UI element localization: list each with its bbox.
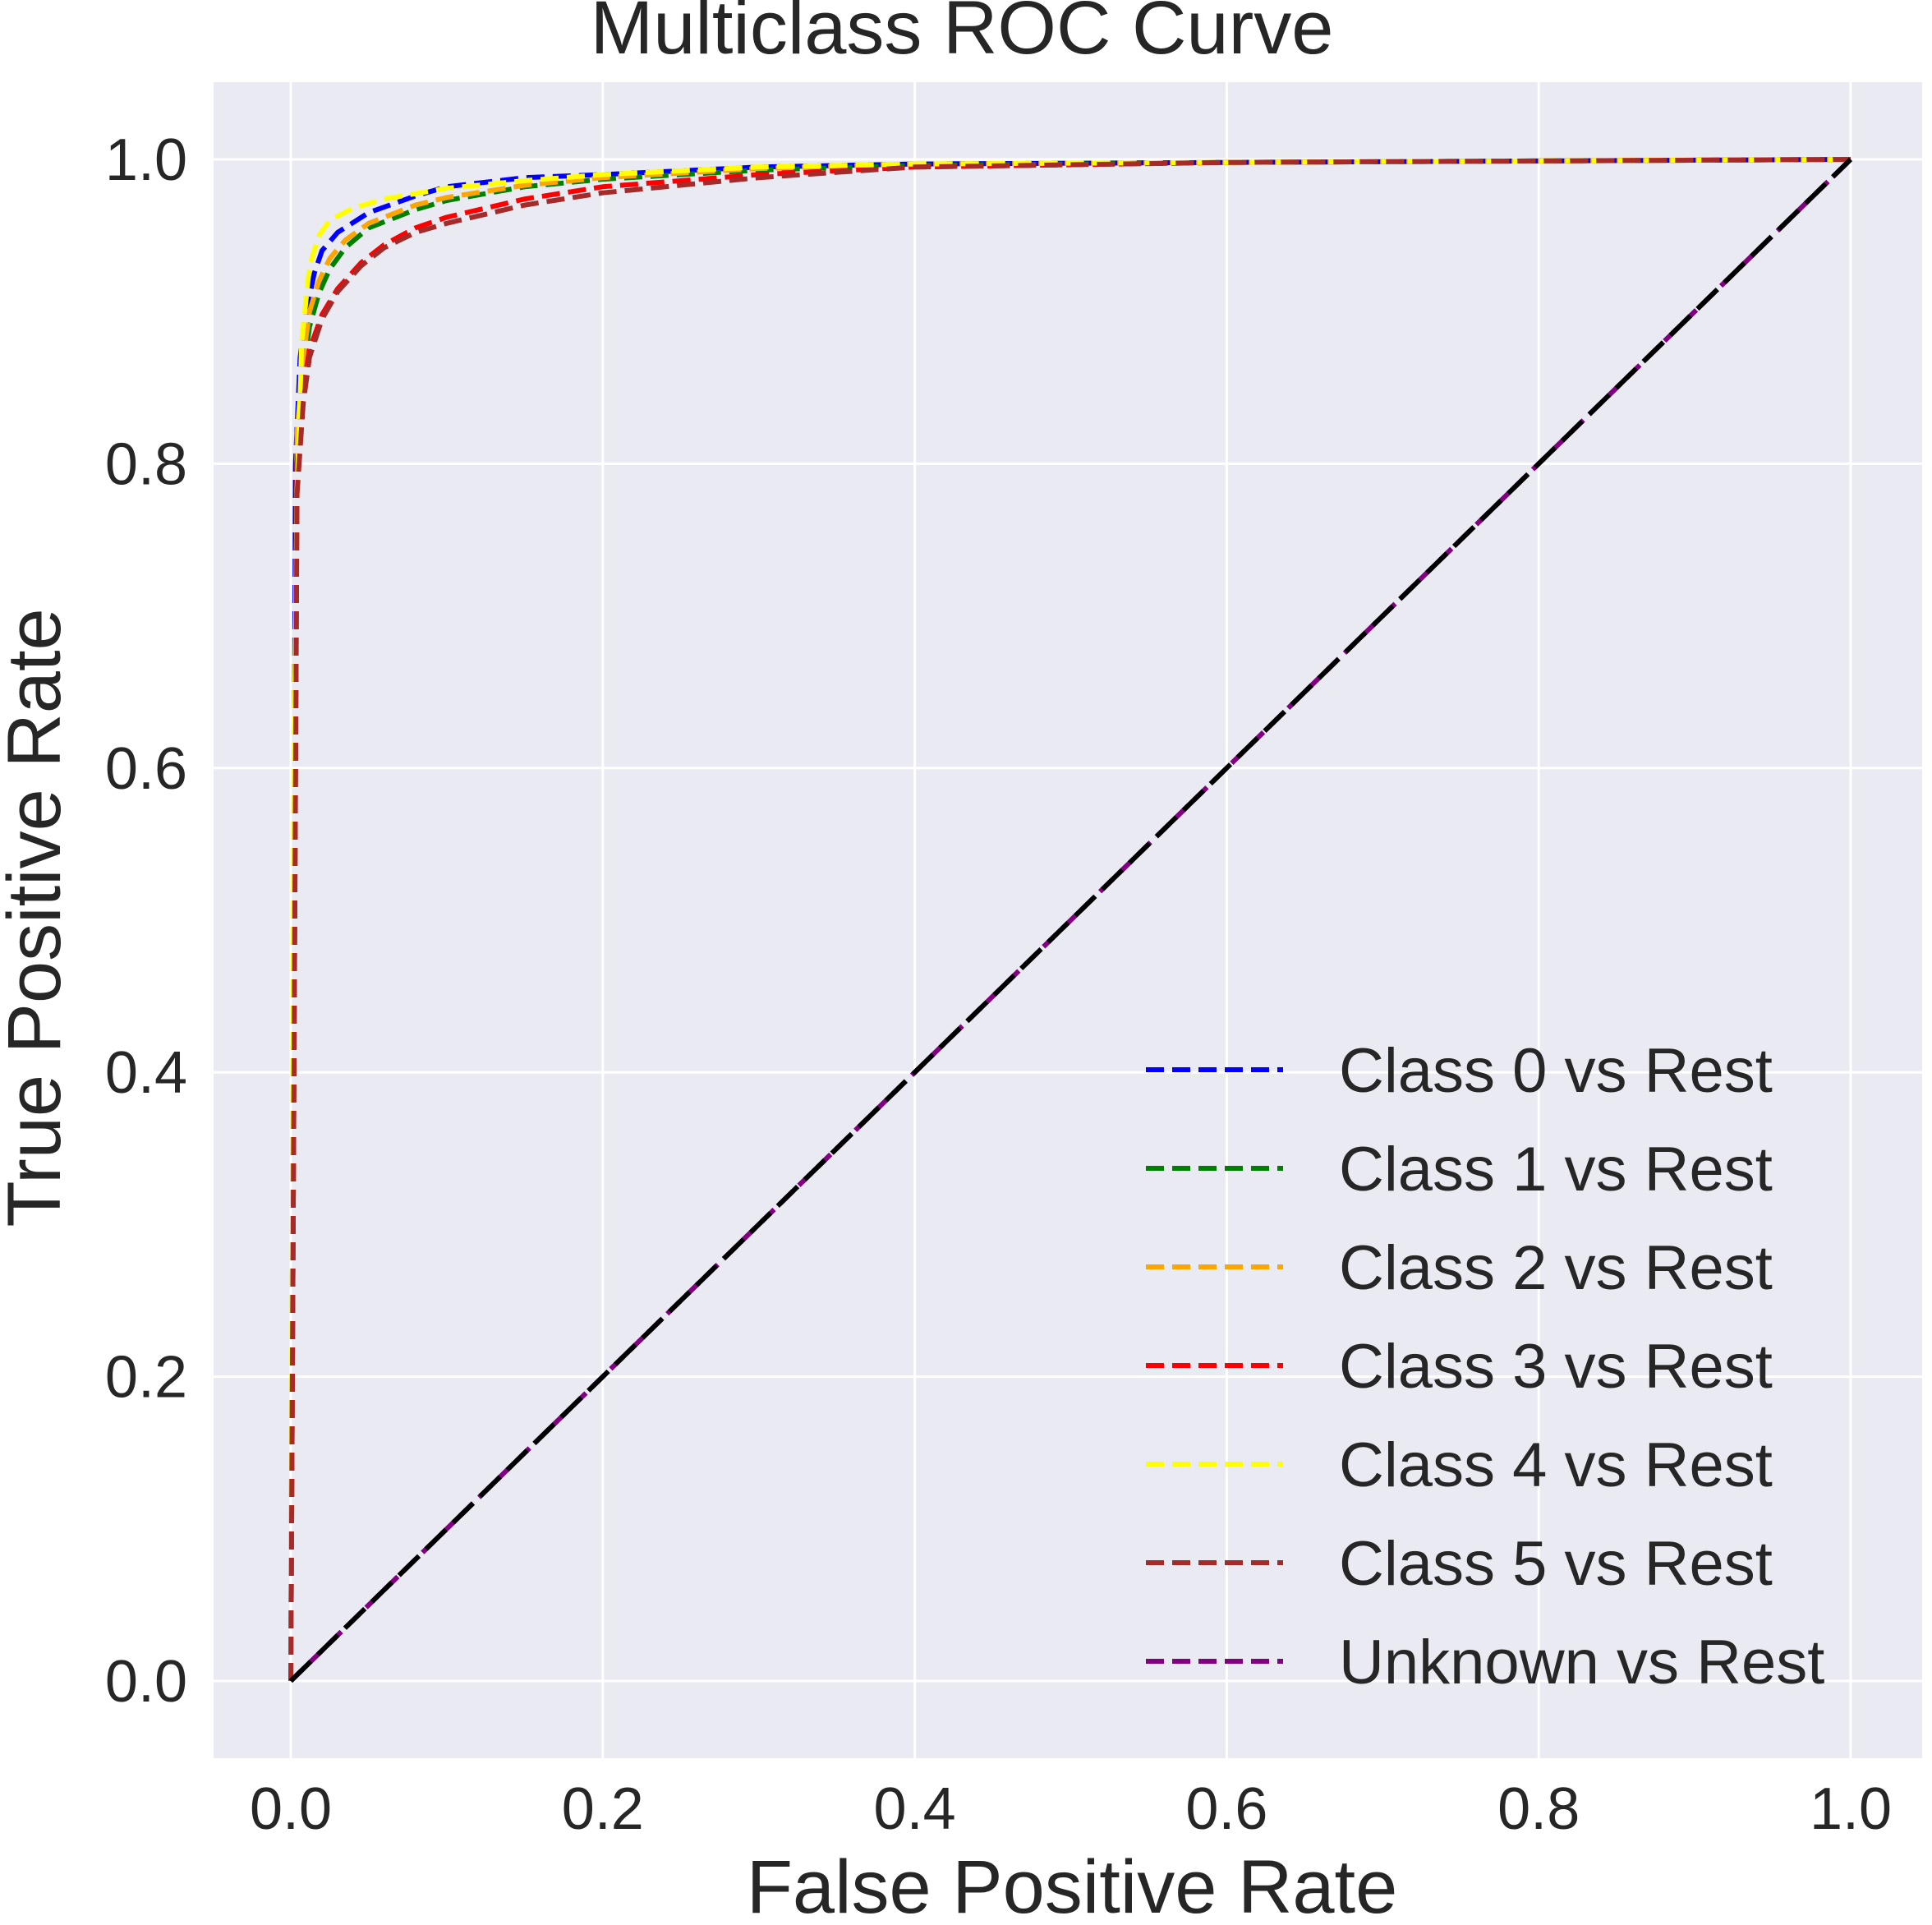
- y-tick-label: 0.6: [105, 736, 187, 802]
- legend-item: Unknown vs Rest: [1146, 1628, 1824, 1697]
- x-axis-label: False Positive Rate: [747, 1845, 1398, 1921]
- legend-label: Class 3 vs Rest: [1339, 1332, 1773, 1402]
- y-tick-label: 0.2: [105, 1345, 187, 1411]
- legend-item: Class 5 vs Rest: [1146, 1529, 1773, 1599]
- x-tick-label: 0.4: [874, 1776, 956, 1842]
- chance-line-layer: [288, 157, 1853, 1683]
- y-tick-label: 1.0: [105, 127, 187, 193]
- chance-line: [288, 157, 1853, 1683]
- x-tick-label: 0.8: [1497, 1776, 1580, 1842]
- legend-label: Unknown vs Rest: [1339, 1628, 1824, 1697]
- legend-item: Class 1 vs Rest: [1146, 1135, 1773, 1204]
- x-tick-label: 1.0: [1810, 1776, 1892, 1842]
- legend-label: Class 4 vs Rest: [1339, 1430, 1773, 1500]
- grid-lines: [214, 82, 1922, 1758]
- legend-item: Class 0 vs Rest: [1146, 1036, 1773, 1106]
- legend: Class 0 vs Rest Class 1 vs Rest Class 2 vs…: [1146, 1036, 1824, 1697]
- legend-label: Class 1 vs Rest: [1339, 1135, 1773, 1204]
- y-tick-label: 0.8: [105, 431, 187, 497]
- legend-label: Class 2 vs Rest: [1339, 1233, 1773, 1303]
- y-tick-label: 0.0: [105, 1649, 187, 1715]
- x-tick-label: 0.0: [250, 1776, 332, 1842]
- chart-title: Multiclass ROC Curve: [591, 0, 1334, 70]
- x-tick-labels: 0.0 0.2 0.4 0.6 0.8 1.0: [250, 1776, 1892, 1842]
- legend-item: Class 3 vs Rest: [1146, 1332, 1773, 1402]
- legend-item: Class 4 vs Rest: [1146, 1430, 1773, 1500]
- legend-label: Class 0 vs Rest: [1339, 1036, 1773, 1106]
- x-tick-label: 0.2: [562, 1776, 644, 1842]
- y-axis-label: True Positive Rate: [0, 608, 76, 1227]
- y-tick-labels: 0.0 0.2 0.4 0.6 0.8 1.0: [105, 127, 187, 1715]
- roc-line-class-5-vs-rest: [288, 157, 1852, 1682]
- x-tick-label: 0.6: [1185, 1776, 1267, 1842]
- legend-item: Class 2 vs Rest: [1146, 1233, 1773, 1303]
- legend-label: Class 5 vs Rest: [1339, 1529, 1773, 1599]
- y-tick-label: 0.4: [105, 1040, 187, 1106]
